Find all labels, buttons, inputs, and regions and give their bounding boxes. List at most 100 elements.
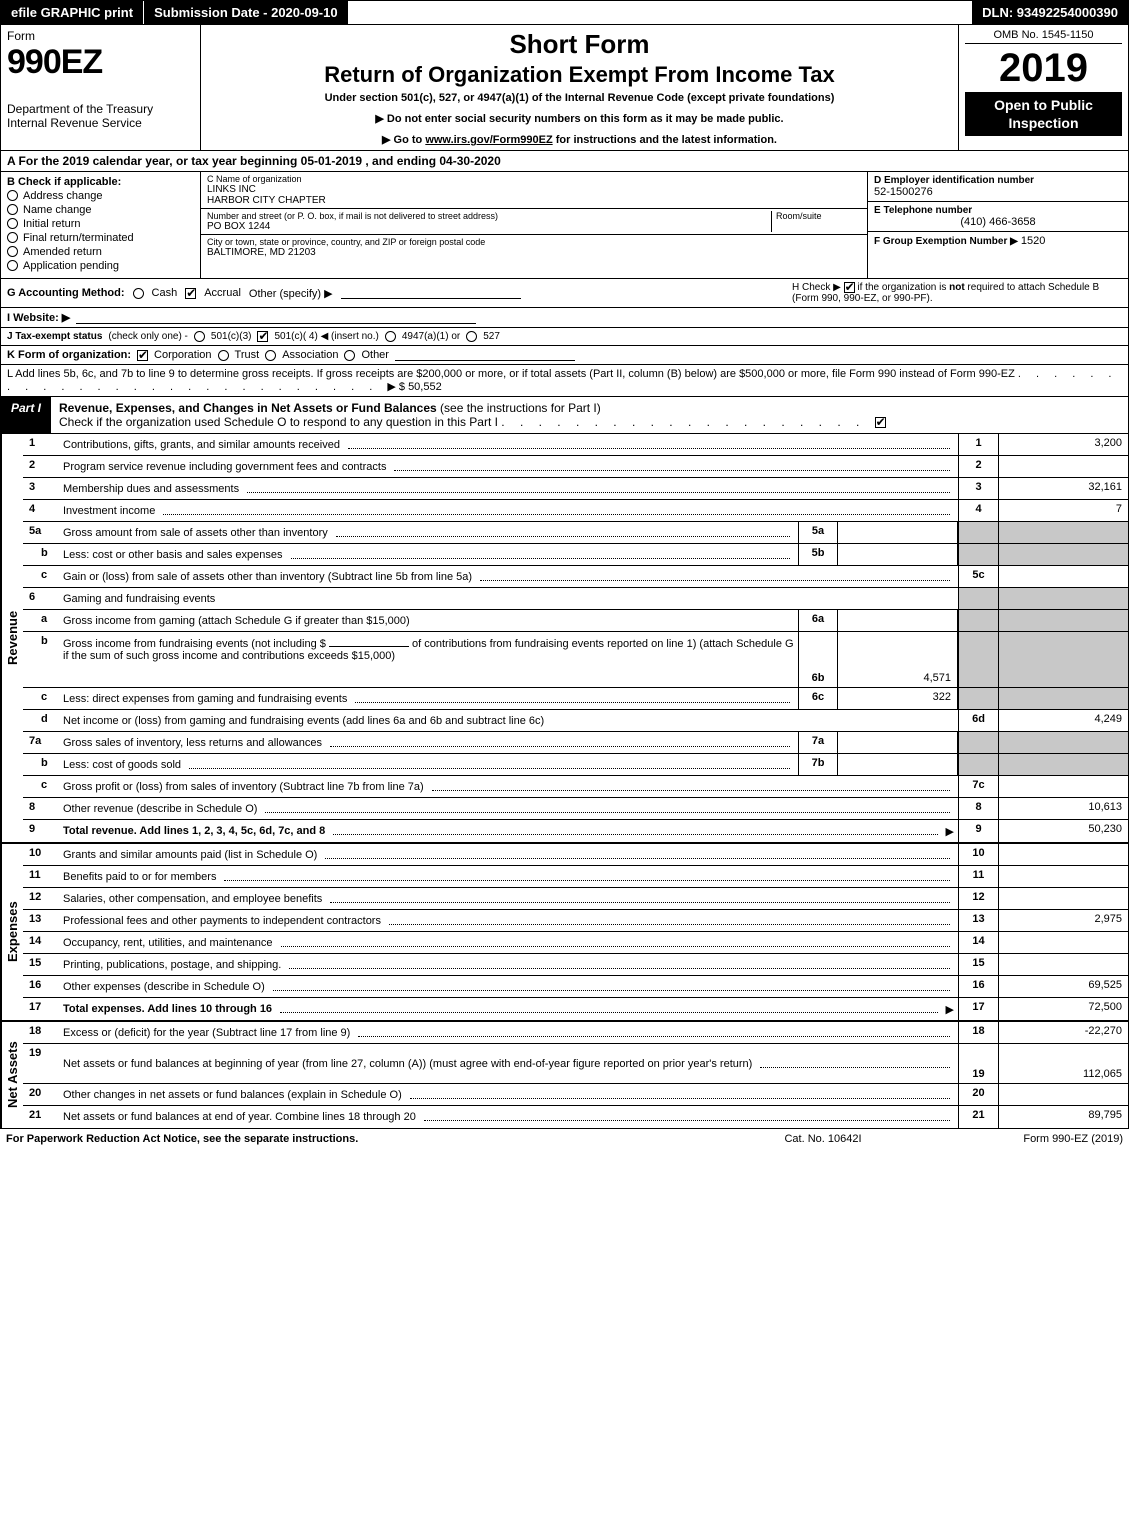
footer-catno: Cat. No. 10642I: [723, 1133, 923, 1145]
contrib-input[interactable]: [329, 635, 409, 647]
tax-year: 2019: [965, 48, 1122, 88]
l-arrow: ▶: [387, 381, 395, 393]
checkbox-501c[interactable]: [257, 331, 268, 342]
radio-cash[interactable]: [133, 288, 144, 299]
h-check: H Check ▶ if the organization is not req…: [792, 282, 1122, 304]
dots: [163, 507, 950, 515]
dots: [432, 783, 950, 791]
ln-desc: Excess or (deficit) for the year (Subtra…: [63, 1027, 350, 1039]
ln-amt: 50,230: [998, 820, 1128, 842]
ln-amt: [998, 844, 1128, 865]
ln-amt: [998, 866, 1128, 887]
mid-val: [838, 610, 958, 631]
ln-desc: Gaming and fundraising events: [63, 593, 215, 605]
dots: [325, 851, 950, 859]
check-dots: . . . . . . . . . . . . . . . . . . . .: [501, 415, 874, 429]
website-input[interactable]: [76, 312, 476, 324]
line-5b: b Less: cost or other basis and sales ex…: [23, 544, 1128, 566]
chk-label: Name change: [23, 204, 92, 216]
ln-num: 5a: [23, 522, 59, 543]
note-goto-pre: ▶ Go to: [382, 134, 425, 146]
radio-4947[interactable]: [385, 331, 396, 342]
g-other-input[interactable]: [341, 287, 521, 299]
d-label: D Employer identification number: [874, 175, 1122, 186]
dots: [394, 463, 950, 471]
j-b: 501(c)( 4) ◀ (insert no.): [274, 331, 378, 342]
ln-amt: [998, 456, 1128, 477]
l-value: $ 50,552: [399, 381, 442, 393]
k-other: Other: [361, 349, 389, 361]
line-11: 11 Benefits paid to or for members 11: [23, 866, 1128, 888]
city-value: BALTIMORE, MD 21203: [207, 247, 861, 258]
dept-treasury: Department of the Treasury: [7, 102, 194, 116]
radio-other-org[interactable]: [344, 350, 355, 361]
irs-link[interactable]: www.irs.gov/Form990EZ: [425, 134, 552, 146]
g-label: G Accounting Method:: [7, 287, 125, 299]
submission-date-button[interactable]: Submission Date - 2020-09-10: [144, 1, 349, 24]
efile-print-button[interactable]: efile GRAPHIC print: [1, 1, 144, 24]
vtab-expenses: Expenses: [1, 844, 23, 1020]
ln-desc: Benefits paid to or for members: [63, 871, 216, 883]
ln-desc: Other expenses (describe in Schedule O): [63, 981, 265, 993]
ln-num: 9: [23, 820, 59, 842]
ln-amt: 3,200: [998, 434, 1128, 455]
net-assets-block: Net Assets 18 Excess or (deficit) for th…: [1, 1022, 1128, 1128]
k-trust: Trust: [235, 349, 260, 361]
checkbox-h[interactable]: [844, 282, 855, 293]
checkbox-schedule-o[interactable]: [875, 417, 886, 428]
mid-box: 5b: [798, 544, 838, 565]
ln-box: 2: [958, 456, 998, 477]
g-cash: Cash: [152, 287, 178, 299]
vtab-net-assets: Net Assets: [1, 1022, 23, 1128]
radio-assoc[interactable]: [265, 350, 276, 361]
subtitle-under: Under section 501(c), 527, or 4947(a)(1)…: [207, 92, 952, 104]
ln-desc: Gross profit or (loss) from sales of inv…: [63, 781, 424, 793]
radio-icon: [7, 190, 18, 201]
radio-527[interactable]: [466, 331, 477, 342]
footer-form: Form 990-EZ (2019): [923, 1133, 1123, 1145]
chk-application-pending[interactable]: Application pending: [7, 260, 194, 272]
ln-box: 6d: [958, 710, 998, 731]
checkbox-accrual[interactable]: [185, 288, 196, 299]
ln-box-shaded: [958, 688, 998, 709]
line-12: 12 Salaries, other compensation, and emp…: [23, 888, 1128, 910]
mid-box: 7a: [798, 732, 838, 753]
chk-amended-return[interactable]: Amended return: [7, 246, 194, 258]
org-name-2: HARBOR CITY CHAPTER: [207, 195, 861, 206]
chk-initial-return[interactable]: Initial return: [7, 218, 194, 230]
checkbox-corp[interactable]: [137, 350, 148, 361]
page-footer: For Paperwork Reduction Act Notice, see …: [0, 1129, 1129, 1149]
ln-box: 10: [958, 844, 998, 865]
ln-amt: [998, 566, 1128, 587]
h-not: not: [949, 282, 965, 293]
ln-amt-shaded: [998, 544, 1128, 565]
j-c: 4947(a)(1) or: [402, 331, 460, 342]
ln-num: 1: [23, 434, 59, 455]
j-a: 501(c)(3): [211, 331, 252, 342]
ln-amt: 2,975: [998, 910, 1128, 931]
ln-box: 20: [958, 1084, 998, 1105]
ln-num: 8: [23, 798, 59, 819]
part-1-title: Revenue, Expenses, and Changes in Net As…: [51, 397, 1128, 433]
title-return: Return of Organization Exempt From Incom…: [207, 62, 952, 88]
ln-num: b: [23, 544, 59, 565]
chk-name-change[interactable]: Name change: [7, 204, 194, 216]
chk-label: Application pending: [23, 260, 119, 272]
ln-box: 14: [958, 932, 998, 953]
irs-label: Internal Revenue Service: [7, 116, 194, 130]
ln-desc: Professional fees and other payments to …: [63, 915, 381, 927]
ln-num: 6: [23, 588, 59, 609]
dots: [330, 895, 950, 903]
chk-address-change[interactable]: Address change: [7, 190, 194, 202]
ln-box: 11: [958, 866, 998, 887]
radio-trust[interactable]: [218, 350, 229, 361]
ln-box-shaded: [958, 754, 998, 775]
chk-final-return[interactable]: Final return/terminated: [7, 232, 194, 244]
ln-amt: 112,065: [998, 1044, 1128, 1083]
mid-box: 7b: [798, 754, 838, 775]
radio-501c3[interactable]: [194, 331, 205, 342]
cell-ein: D Employer identification number 52-1500…: [868, 172, 1128, 202]
ln-amt-shaded: [998, 610, 1128, 631]
line-6c: c Less: direct expenses from gaming and …: [23, 688, 1128, 710]
k-other-input[interactable]: [395, 349, 575, 361]
